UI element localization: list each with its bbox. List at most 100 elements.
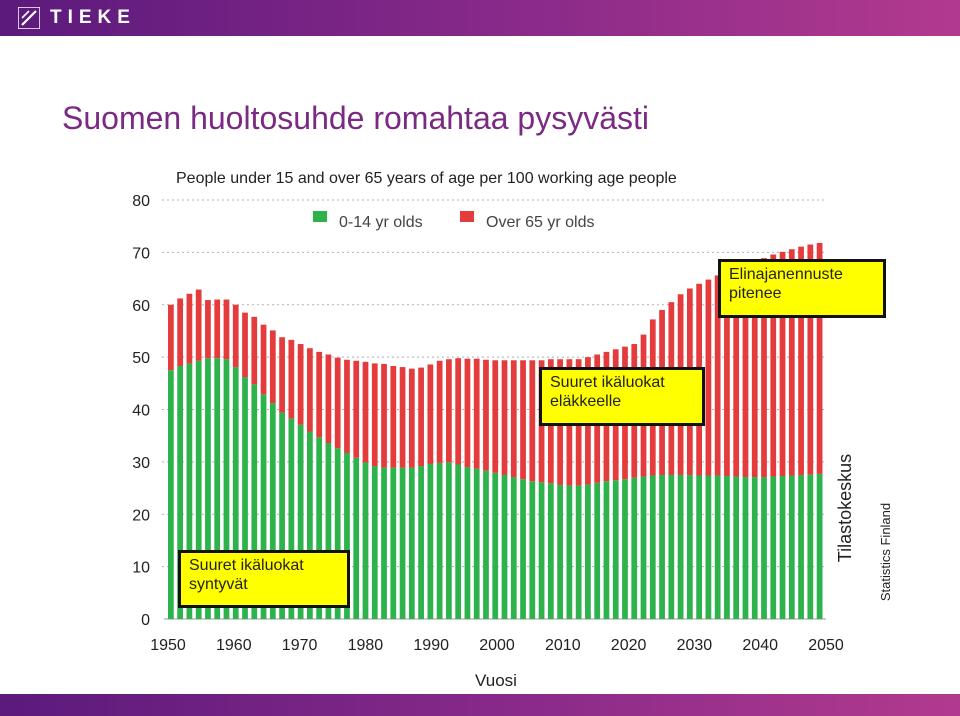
- bar-young: [603, 481, 610, 619]
- bar-old: [473, 358, 480, 469]
- bar-young: [390, 467, 397, 619]
- bar-young: [501, 474, 508, 619]
- bar-young: [547, 483, 554, 619]
- legend-swatch: [460, 211, 474, 222]
- bar-young: [557, 484, 563, 619]
- bar-young: [733, 476, 740, 619]
- bar-old: [269, 330, 276, 404]
- bar-old: [529, 360, 536, 482]
- bar-young: [418, 466, 424, 619]
- legend-label: 0-14 yr olds: [339, 214, 423, 231]
- x-tick-label: 2040: [742, 637, 778, 654]
- y-tick-label: 70: [132, 245, 150, 262]
- bar-old: [223, 299, 230, 360]
- bar-old: [816, 242, 823, 474]
- bar-old: [751, 261, 758, 478]
- slide-title: Suomen huoltosuhde romahtaa pysyvästi: [62, 100, 650, 136]
- bar-old: [279, 337, 285, 413]
- bar-old: [724, 271, 730, 477]
- bar-old: [362, 361, 369, 463]
- bar-young: [631, 477, 638, 619]
- y-tick-label: 30: [132, 455, 150, 472]
- bar-young: [408, 467, 415, 619]
- bar-old: [195, 289, 202, 361]
- bar-young: [399, 467, 406, 619]
- bar-old: [242, 312, 248, 378]
- bar-old: [705, 279, 712, 476]
- y-tick-label: 50: [132, 350, 150, 367]
- x-tick-label: 1990: [413, 637, 449, 654]
- bar-young: [612, 480, 619, 619]
- bar-old: [501, 360, 508, 475]
- bar-young: [696, 475, 702, 619]
- bar-young: [195, 360, 202, 619]
- bar-young: [761, 477, 767, 619]
- bar-young: [279, 412, 285, 619]
- bar-young: [353, 457, 360, 619]
- bar-old: [733, 268, 740, 477]
- bar-young: [724, 476, 730, 619]
- bar-old: [408, 368, 415, 468]
- bar-young: [622, 479, 628, 619]
- bar-old: [483, 359, 489, 471]
- bar-young: [362, 462, 369, 619]
- bar-young: [585, 484, 591, 619]
- header-bar: TIEKE: [0, 0, 960, 36]
- y-tick-label: 10: [132, 560, 150, 577]
- callout-retirement: Suuret ikäluokat eläkkeelle: [539, 367, 705, 426]
- bar-young: [520, 479, 526, 619]
- bar-young: [788, 475, 795, 619]
- x-tick-label: 2050: [808, 637, 844, 654]
- x-tick-label: 1960: [216, 637, 252, 654]
- bar-young: [242, 377, 248, 619]
- bar-young: [446, 462, 452, 619]
- callout-life-expectancy: Elinajanennuste pitenee: [718, 259, 886, 318]
- x-tick-label: 2010: [545, 637, 581, 654]
- callout-baby-boom: Suuret ikäluokat syntyvät: [178, 550, 350, 608]
- x-tick-label: 1980: [348, 637, 384, 654]
- bar-old: [214, 299, 221, 359]
- bar-old: [260, 324, 267, 395]
- bar-old: [427, 364, 434, 464]
- bar-old: [168, 304, 174, 371]
- bar-old: [770, 254, 777, 477]
- logo-text: TIEKE: [50, 7, 136, 28]
- bar-young: [649, 475, 656, 619]
- bar-old: [297, 344, 304, 425]
- bar-young: [566, 485, 573, 619]
- bar-old: [325, 354, 332, 444]
- source-label: Tilastokeskus: [835, 453, 855, 563]
- bar-old: [464, 358, 471, 468]
- bar-old: [436, 360, 443, 463]
- bar-young: [344, 452, 350, 619]
- bar-young: [594, 482, 601, 619]
- bar-old: [316, 351, 323, 438]
- bar-young: [427, 463, 434, 619]
- bar-old: [418, 367, 424, 467]
- x-tick-label: 2030: [677, 637, 713, 654]
- bar-young: [779, 476, 786, 619]
- legend-swatch: [313, 211, 327, 222]
- bar-young: [742, 477, 749, 619]
- bar-young: [714, 475, 721, 619]
- bar-young: [334, 448, 341, 619]
- bar-young: [798, 474, 804, 619]
- bar-young: [705, 475, 712, 619]
- y-tick-label: 20: [132, 507, 150, 524]
- y-tick-label: 40: [132, 403, 150, 420]
- bar-young: [668, 474, 675, 619]
- bar-young: [381, 467, 387, 619]
- bar-young: [455, 464, 462, 619]
- bar-old: [205, 300, 211, 359]
- bar-young: [205, 358, 211, 619]
- bar-young: [269, 403, 276, 619]
- bar-old: [177, 298, 184, 367]
- bar-old: [510, 360, 517, 478]
- bar-old: [807, 244, 814, 475]
- y-tick-label: 80: [132, 193, 150, 210]
- x-tick-label: 1970: [282, 637, 318, 654]
- bar-old: [788, 249, 795, 476]
- bar-young: [510, 477, 517, 619]
- bar-young: [260, 394, 267, 619]
